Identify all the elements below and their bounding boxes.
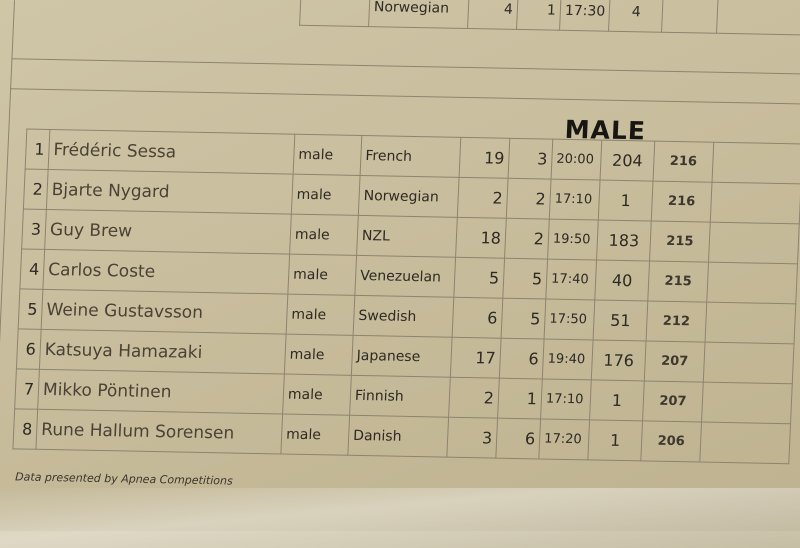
empty-cell (710, 182, 800, 224)
value-cell: 183 (596, 220, 652, 262)
gender-cell: male (280, 414, 350, 456)
time-cell: 19:50 (547, 219, 599, 261)
gender-cell: male (284, 334, 354, 376)
time-cell: 17:50 (544, 299, 595, 340)
gender-cell: male (289, 214, 359, 256)
points-cell: 207 (644, 340, 706, 383)
name-cell: Katsuya Hamazaki (39, 329, 287, 375)
value-cell: 6 (495, 418, 541, 459)
gender-cell: male (282, 374, 352, 416)
nationality-cell: French (360, 135, 461, 178)
results-table: 1 Frédéric Sessa male French 19 3 20:00 204 216 2… (12, 129, 800, 465)
nationality-cell: NZL (356, 215, 458, 258)
empty-cell (706, 262, 798, 304)
value-cell: 40 (594, 260, 650, 301)
empty-cell (701, 382, 793, 424)
value-cell: 1 (587, 419, 643, 461)
nationality-cell: Swedish (353, 295, 454, 338)
rank-cell: 7 (14, 368, 40, 410)
footer-credit: Data presented by Apnea Competitions (14, 470, 234, 488)
gender-cell: male (286, 294, 355, 336)
rank-cell: 4 (19, 248, 45, 290)
nationality-cell: Venezuelan (354, 255, 456, 298)
sheet-edge (0, 0, 15, 450)
time-cell: 17:10 (540, 378, 592, 420)
value-cell: 4 (608, 0, 664, 33)
name-cell: Bjarte Nygard (46, 169, 294, 215)
time-cell: 20:00 (551, 139, 602, 181)
value-cell: 5 (502, 258, 548, 300)
value-cell: 1 (497, 378, 543, 419)
rank-cell: 5 (18, 288, 43, 330)
divider (11, 58, 800, 76)
value-cell: 5 (501, 298, 546, 340)
table-row: Norwegian 4 1 17:30 4 (299, 0, 800, 35)
value-cell: 51 (593, 299, 648, 341)
rank-cell: 6 (16, 328, 42, 370)
value-cell: 6 (499, 338, 545, 379)
value-cell: 204 (600, 140, 655, 182)
value-cell: 2 (457, 177, 509, 219)
previous-section-row: Norwegian 4 1 17:30 4 (299, 0, 800, 35)
divider (10, 88, 800, 106)
time-cell: 17:10 (549, 179, 601, 221)
empty-cell (712, 142, 800, 184)
points-cell: 216 (651, 181, 713, 223)
time-cell: 17:20 (538, 418, 590, 460)
value-cell: 1 (598, 180, 654, 222)
points-cell: 216 (653, 141, 714, 183)
time-cell: 17:40 (545, 259, 597, 300)
nationality-cell: Danish (347, 415, 449, 458)
gender-cell: male (287, 254, 357, 296)
name-cell: Carlos Coste (42, 249, 290, 295)
nationality-cell: Finnish (349, 375, 451, 418)
nationality-cell: Norwegian (358, 175, 460, 218)
value-cell: 2 (448, 377, 500, 419)
gender-cell: male (293, 134, 362, 176)
rank-cell: 8 (12, 408, 38, 450)
points-cell: 212 (646, 300, 707, 343)
name-cell: Guy Brew (44, 209, 292, 255)
name-cell: Weine Gustavsson (41, 289, 288, 335)
value-cell: 5 (453, 257, 505, 299)
rank-cell: 1 (25, 129, 50, 170)
empty-cell (703, 342, 795, 384)
value-cell: 4 (467, 0, 519, 30)
points-cell: 207 (642, 380, 704, 423)
name-cell: Rune Hallum Sorensen (35, 409, 283, 454)
name-cell: Mikko Pöntinen (37, 369, 285, 415)
nationality-cell: Japanese (351, 335, 453, 378)
name-cell: Frédéric Sessa (48, 129, 295, 175)
value-cell: 2 (506, 178, 552, 220)
points-cell: 215 (649, 221, 711, 263)
nationality-cell: Norwegian (368, 0, 470, 29)
time-cell: 17:30 (559, 0, 611, 32)
value-cell: 6 (452, 297, 503, 339)
points-cell: 215 (647, 261, 709, 303)
value-cell: 176 (591, 339, 647, 381)
points-cell: 206 (640, 420, 702, 463)
value-cell: 18 (455, 217, 507, 259)
gender-cell: male (291, 174, 361, 216)
value-cell: 19 (459, 137, 510, 179)
rank-cell: 2 (23, 169, 49, 210)
paper-curl (0, 488, 800, 548)
empty-cell (699, 422, 791, 464)
value-cell: 1 (589, 379, 645, 421)
value-cell: 2 (504, 218, 550, 260)
value-cell: 3 (446, 417, 498, 459)
value-cell: 3 (508, 138, 553, 180)
value-cell: 1 (516, 0, 562, 31)
empty-cell (708, 222, 800, 264)
time-cell: 19:40 (542, 339, 594, 380)
rank-cell: 3 (21, 208, 47, 250)
empty-cell (705, 302, 796, 344)
value-cell: 17 (450, 337, 502, 379)
